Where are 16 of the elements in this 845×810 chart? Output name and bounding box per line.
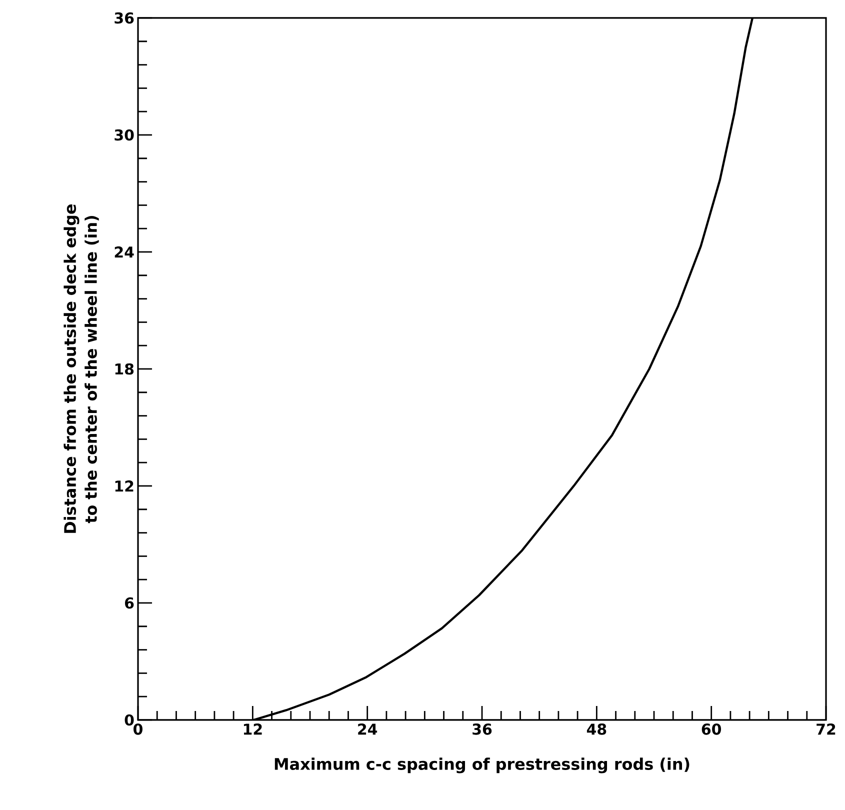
y-tick-label: 30 (114, 129, 134, 141)
x-tick-label: 24 (358, 724, 378, 735)
y-tick-label: 6 (125, 597, 134, 609)
x-axis-title: Maximum c-c spacing of prestressing rods (in) (274, 758, 690, 774)
y-tick-label: 0 (124, 714, 134, 726)
x-tick-label: 0 (134, 724, 142, 735)
x-tick-label: 60 (702, 724, 722, 735)
y-tick-label: 36 (114, 12, 134, 24)
y-tick-label: 12 (115, 480, 134, 492)
x-tick-label: 72 (816, 724, 836, 735)
x-tick-label: 12 (244, 724, 262, 735)
x-tick-label: 36 (472, 724, 492, 735)
x-tick-label: 48 (586, 724, 606, 735)
y-tick-label: 18 (115, 363, 134, 375)
y-tick-label: 24 (114, 246, 134, 258)
y-axis-title: Distance from the outside deck edge to the center of the wheel line (in) (64, 204, 99, 533)
